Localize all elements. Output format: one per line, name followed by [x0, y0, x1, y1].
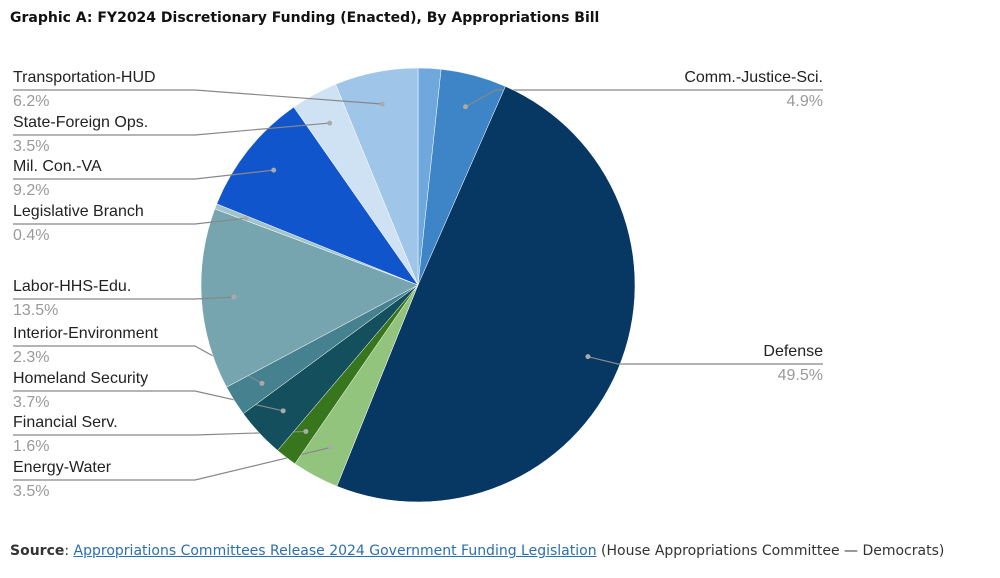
value-label: 3.5%: [13, 483, 49, 500]
category-label: Transportation-HUD: [13, 69, 156, 86]
value-label: 3.5%: [13, 138, 49, 155]
category-label: Mil. Con.-VA: [13, 158, 102, 175]
value-label: 6.2%: [13, 93, 49, 110]
category-label: Legislative Branch: [13, 203, 144, 220]
leader-line: [13, 217, 247, 225]
source-note: (House Appropriations Committee — Democr…: [601, 543, 945, 559]
leader-line: [465, 89, 823, 108]
source: Source: Appropriations Committees Releas…: [10, 543, 945, 559]
value-label: 2.3%: [13, 349, 49, 366]
leader-dot: [463, 104, 469, 110]
value-label: 49.5%: [778, 367, 823, 384]
leader-line: [587, 356, 823, 365]
category-label: State-Foreign Ops.: [13, 114, 148, 131]
category-label: Financial Serv.: [13, 414, 118, 431]
leader-dot: [259, 380, 265, 386]
leader-dot: [280, 408, 286, 414]
leader-dot: [271, 167, 277, 173]
chart: Graphic A: FY2024 Discretionary Funding …: [10, 10, 823, 503]
value-label: 0.4%: [13, 227, 49, 244]
pie-slice: [335, 67, 419, 286]
pie-slice: [216, 106, 419, 286]
leader-line: [13, 446, 331, 481]
value-label: 3.7%: [13, 394, 49, 411]
leader-dot: [585, 354, 591, 360]
category-label: Comm.-Justice-Sci.: [684, 69, 823, 86]
leader-line: [13, 296, 234, 300]
category-label: Energy-Water: [13, 459, 112, 476]
leader-dot: [328, 444, 334, 450]
value-label: 13.5%: [13, 302, 58, 319]
leader-line: [13, 122, 330, 136]
leader-dot: [303, 428, 309, 434]
source-link[interactable]: Appropriations Committees Release 2024 G…: [73, 543, 597, 559]
value-label: 9.2%: [13, 182, 49, 199]
category-label: Homeland Security: [13, 370, 148, 387]
source-label: Source: [10, 543, 65, 559]
category-label: Interior-Environment: [13, 325, 159, 342]
leader-line: [13, 169, 274, 180]
category-label: Defense: [763, 343, 823, 360]
pie-slice: [336, 86, 636, 503]
leader-dot: [243, 215, 249, 221]
leader-line: [13, 89, 383, 105]
category-label: Labor-HHS-Edu.: [13, 278, 131, 295]
value-label: 4.9%: [787, 93, 823, 110]
chart-title: Graphic A: FY2024 Discretionary Funding …: [10, 10, 599, 26]
leader-dot: [231, 294, 237, 300]
leader-dot: [327, 120, 333, 126]
value-label: 1.6%: [13, 438, 49, 455]
leader-dot: [379, 101, 385, 107]
